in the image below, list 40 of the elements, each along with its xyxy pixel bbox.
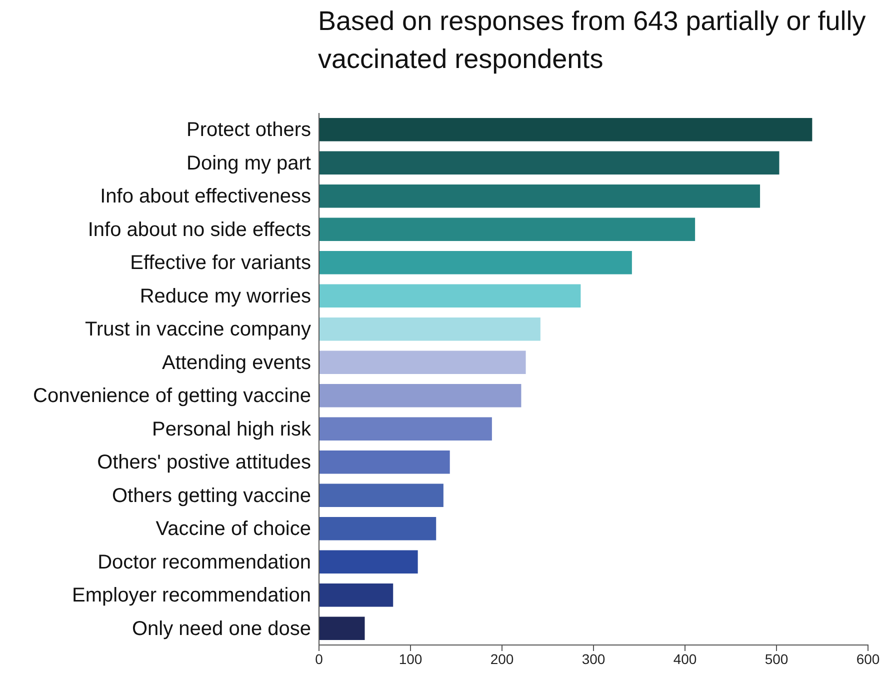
x-tick-label: 200 — [490, 650, 514, 667]
y-tick-label: Info about no side effects — [88, 218, 311, 241]
bar — [319, 151, 780, 175]
bar — [319, 384, 522, 408]
y-tick-label: Personal high risk — [152, 418, 312, 440]
y-tick-label: Others' postive attitudes — [97, 452, 311, 474]
y-tick-label: Trust in vaccine company — [84, 318, 311, 341]
y-tick-label: Only need one dose — [132, 618, 311, 640]
bar — [319, 317, 540, 341]
bar — [319, 218, 696, 242]
bar — [319, 450, 450, 474]
x-tick-label: 400 — [673, 650, 697, 667]
y-tick-label: Attending events — [162, 352, 311, 374]
bar — [319, 550, 418, 574]
bar — [319, 616, 365, 640]
bar — [319, 184, 760, 208]
bar — [319, 284, 581, 308]
y-tick-label: Convenience of getting vaccine — [33, 385, 311, 408]
y-tick-label: Doing my part — [186, 152, 312, 174]
y-tick-label: Info about effectiveness — [100, 186, 311, 208]
y-tick-label: Doctor recommendation — [98, 551, 311, 574]
chart-title: Based on responses from 643 partially or fully vaccinated respondents — [318, 5, 867, 76]
x-tick-label: 600 — [856, 650, 880, 667]
y-tick-label: Protect others — [186, 119, 311, 142]
y-tick-label: Others getting vaccine — [112, 484, 311, 507]
bar — [319, 350, 526, 374]
bar — [319, 516, 436, 540]
x-tick-label: 100 — [398, 650, 422, 667]
y-tick-label: Reduce my worries — [140, 285, 311, 308]
x-tick-label: 300 — [582, 650, 606, 667]
y-tick-label: Vaccine of choice — [156, 518, 311, 540]
bar — [319, 583, 394, 607]
bar — [319, 417, 492, 441]
x-tick-label: 0 — [315, 650, 324, 667]
bar — [319, 118, 812, 142]
bar — [319, 484, 444, 508]
bar — [319, 250, 632, 274]
y-tick-label: Effective for variants — [130, 252, 311, 274]
y-tick-label: Employer recommendation — [72, 584, 311, 607]
x-tick-label: 500 — [764, 650, 788, 667]
